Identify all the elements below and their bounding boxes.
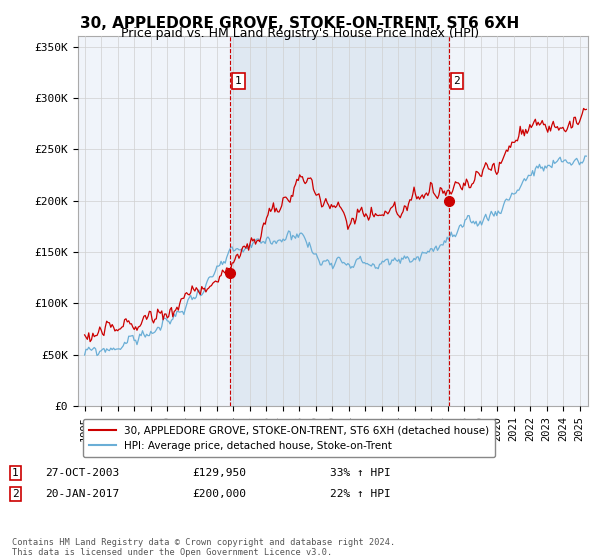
- Text: 2: 2: [12, 489, 19, 499]
- Text: 33% ↑ HPI: 33% ↑ HPI: [330, 468, 391, 478]
- Text: £200,000: £200,000: [192, 489, 246, 499]
- Text: 22% ↑ HPI: 22% ↑ HPI: [330, 489, 391, 499]
- Text: £129,950: £129,950: [192, 468, 246, 478]
- Text: 20-JAN-2017: 20-JAN-2017: [45, 489, 119, 499]
- Text: 1: 1: [12, 468, 19, 478]
- Text: 27-OCT-2003: 27-OCT-2003: [45, 468, 119, 478]
- Text: 30, APPLEDORE GROVE, STOKE-ON-TRENT, ST6 6XH: 30, APPLEDORE GROVE, STOKE-ON-TRENT, ST6…: [80, 16, 520, 31]
- Text: 1: 1: [235, 76, 242, 86]
- Legend: 30, APPLEDORE GROVE, STOKE-ON-TRENT, ST6 6XH (detached house), HPI: Average pric: 30, APPLEDORE GROVE, STOKE-ON-TRENT, ST6…: [83, 419, 495, 457]
- Text: Contains HM Land Registry data © Crown copyright and database right 2024.
This d: Contains HM Land Registry data © Crown c…: [12, 538, 395, 557]
- Bar: [230, 36, 449, 406]
- Text: 2: 2: [454, 76, 460, 86]
- Text: Price paid vs. HM Land Registry's House Price Index (HPI): Price paid vs. HM Land Registry's House …: [121, 27, 479, 40]
